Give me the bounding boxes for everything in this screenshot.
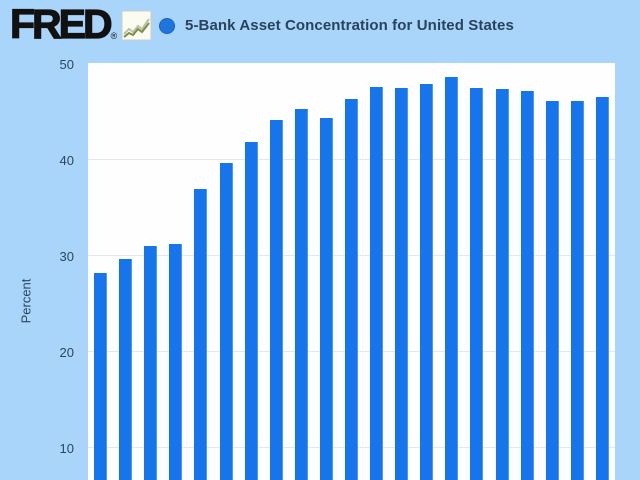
bars-container (88, 63, 615, 480)
bar-1999[interactable] (169, 244, 183, 480)
bar-2000[interactable] (194, 188, 208, 480)
legend-item[interactable]: 5-Bank Asset Concentration for United St… (159, 17, 514, 34)
y-tick-label: 40 (59, 153, 74, 168)
bar-slot (515, 63, 540, 480)
bar-slot (414, 63, 439, 480)
fred-sparkline-icon (121, 10, 152, 41)
y-tick-label: 30 (59, 249, 74, 264)
series-title: 5-Bank Asset Concentration for United St… (185, 17, 514, 34)
bar-2016[interactable] (595, 96, 609, 480)
fred-logo[interactable]: FRED ® (9, 1, 152, 47)
bar-slot (565, 63, 590, 480)
bar-slot (490, 63, 515, 480)
bar-2002[interactable] (244, 141, 258, 480)
bar-slot (88, 63, 113, 480)
legend-series-dot (159, 17, 175, 34)
bar-2012[interactable] (495, 88, 509, 480)
bar-slot (188, 63, 213, 480)
y-tick-label: 50 (59, 57, 74, 72)
bar-2010[interactable] (445, 77, 459, 480)
bar-slot (339, 63, 364, 480)
y-tick-label: 10 (59, 441, 74, 456)
bar-slot (590, 63, 615, 480)
bar-slot (540, 63, 565, 480)
bar-2015[interactable] (570, 101, 584, 480)
plot-area (88, 63, 615, 480)
bar-2001[interactable] (219, 162, 233, 480)
bar-2006[interactable] (344, 98, 358, 480)
bar-1997[interactable] (119, 258, 133, 480)
bar-slot (314, 63, 339, 480)
bar-2003[interactable] (269, 119, 283, 480)
bar-slot (439, 63, 464, 480)
bar-2014[interactable] (545, 101, 559, 480)
bar-2011[interactable] (470, 87, 484, 480)
bar-slot (364, 63, 389, 480)
y-tick-label: 20 (59, 345, 74, 360)
bar-2013[interactable] (520, 90, 534, 480)
bar-slot (464, 63, 489, 480)
bar-2008[interactable] (395, 87, 409, 480)
bar-2004[interactable] (294, 109, 308, 480)
bar-slot (239, 63, 264, 480)
bar-slot (138, 63, 163, 480)
bar-slot (163, 63, 188, 480)
bar-slot (113, 63, 138, 480)
registered-trademark-mark: ® (110, 31, 118, 41)
bar-2005[interactable] (319, 117, 333, 480)
bar-1998[interactable] (144, 246, 158, 480)
bar-slot (213, 63, 238, 480)
y-axis-title: Percent (18, 278, 34, 324)
bar-2009[interactable] (420, 84, 434, 480)
bar-1996[interactable] (94, 273, 108, 480)
bar-slot (289, 63, 314, 480)
bar-2007[interactable] (370, 87, 384, 480)
bar-slot (264, 63, 289, 480)
fred-logo-text: FRED (9, 1, 113, 47)
bar-slot (389, 63, 414, 480)
